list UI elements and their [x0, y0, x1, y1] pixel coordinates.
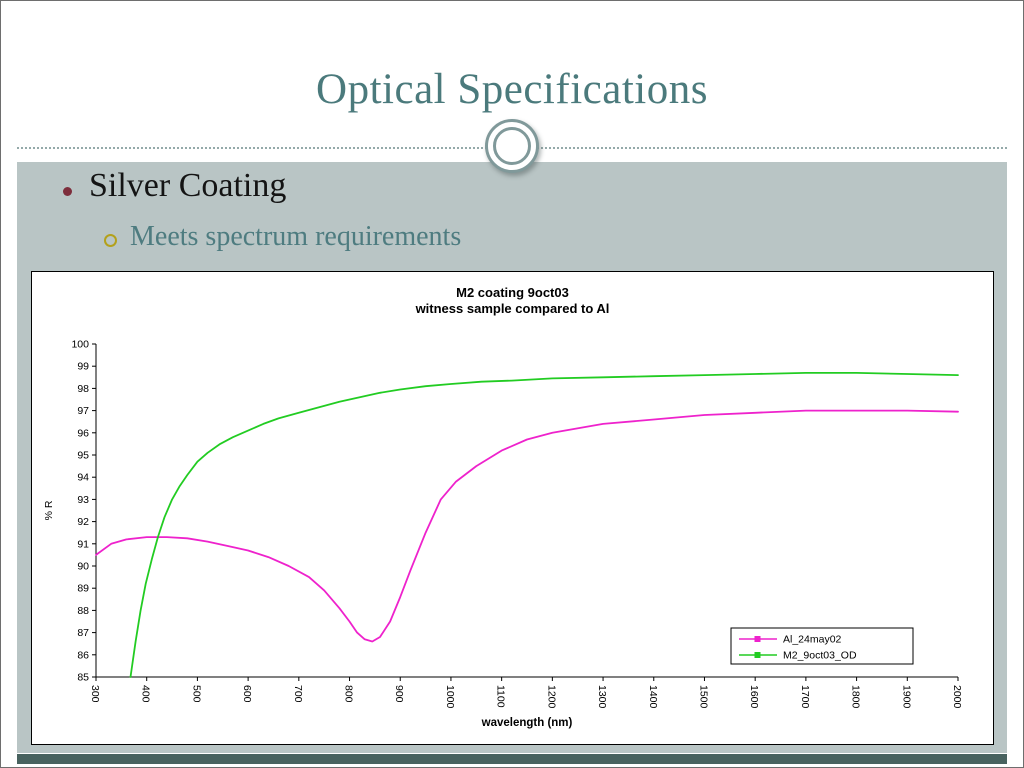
svg-text:1800: 1800: [850, 685, 862, 709]
svg-text:100: 100: [71, 339, 89, 351]
svg-text:96: 96: [77, 427, 89, 439]
svg-text:300: 300: [89, 685, 101, 703]
svg-text:1400: 1400: [647, 685, 659, 709]
svg-text:99: 99: [77, 361, 89, 373]
svg-text:1600: 1600: [748, 685, 760, 709]
svg-text:2000: 2000: [951, 685, 963, 709]
chart-title: M2 coating 9oct03 witness sample compare…: [32, 272, 993, 318]
svg-text:% R: % R: [43, 500, 55, 520]
sub-bullet-text: Meets spectrum requirements: [130, 221, 462, 252]
svg-text:900: 900: [393, 685, 405, 703]
svg-text:1100: 1100: [495, 685, 507, 708]
chart-title-line2: witness sample compared to Al: [415, 301, 610, 316]
bottom-accent-bar: [17, 754, 1007, 764]
svg-text:1300: 1300: [596, 685, 608, 709]
sub-bullet-marker-icon: [104, 234, 117, 247]
svg-text:M2_9oct03_OD: M2_9oct03_OD: [783, 650, 857, 662]
chart-panel: M2 coating 9oct03 witness sample compare…: [31, 271, 994, 745]
svg-text:94: 94: [77, 472, 89, 484]
svg-text:400: 400: [140, 685, 152, 703]
svg-text:91: 91: [77, 538, 89, 550]
svg-text:700: 700: [292, 685, 304, 703]
chart-title-line1: M2 coating 9oct03: [456, 285, 569, 300]
page-title: Optical Specifications: [316, 66, 708, 113]
svg-text:98: 98: [77, 383, 89, 395]
svg-text:93: 93: [77, 494, 89, 506]
svg-text:800: 800: [343, 685, 355, 703]
svg-text:90: 90: [77, 561, 89, 573]
divider-ornament-icon: [485, 119, 539, 173]
svg-text:1200: 1200: [545, 685, 557, 709]
svg-text:1700: 1700: [799, 685, 811, 709]
spectrum-line-chart: 85 86 87 88 89 90 91 92 93 94 95 96 97 98 99 100 300 400 5…: [43, 339, 963, 730]
svg-text:88: 88: [77, 605, 89, 617]
svg-text:1900: 1900: [900, 685, 912, 709]
svg-text:Al_24may02: Al_24may02: [783, 634, 842, 646]
sub-bullet-item-spectrum: Meets spectrum requirements: [104, 221, 461, 253]
svg-text:500: 500: [190, 685, 202, 703]
svg-text:89: 89: [77, 583, 89, 595]
svg-text:wavelength (nm): wavelength (nm): [481, 717, 573, 729]
svg-text:86: 86: [77, 649, 89, 661]
svg-text:600: 600: [241, 685, 253, 703]
svg-text:85: 85: [77, 672, 89, 684]
svg-text:1000: 1000: [444, 685, 456, 709]
bullet-item-silver-coating: Silver Coating: [63, 167, 286, 205]
svg-text:95: 95: [77, 450, 89, 462]
bullet-marker-icon: [63, 187, 72, 196]
svg-text:97: 97: [77, 405, 89, 417]
bullet-text: Silver Coating: [89, 167, 287, 204]
svg-text:1500: 1500: [697, 685, 709, 709]
divider-ornament-inner-ring: [493, 127, 531, 165]
svg-text:87: 87: [77, 627, 89, 639]
svg-text:92: 92: [77, 516, 89, 528]
